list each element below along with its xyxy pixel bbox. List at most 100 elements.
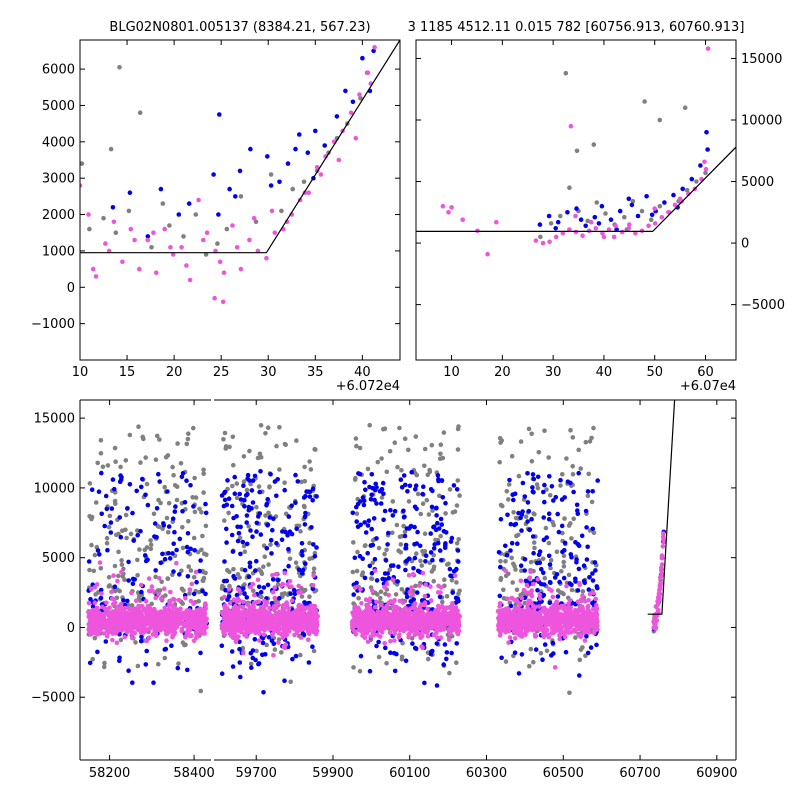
bottom-pink-point	[254, 599, 259, 605]
bottom-blue-point	[498, 564, 503, 570]
bottom-blue-point	[269, 551, 274, 556]
bottom-blue-point	[568, 552, 574, 557]
bottom-pink-point	[270, 589, 276, 595]
top-left-pink-point	[179, 245, 184, 250]
bottom-blue-point	[546, 516, 552, 522]
bottom-gray-point	[311, 566, 317, 571]
bottom-pink-point	[234, 636, 240, 642]
bottom-pink-point	[271, 604, 277, 609]
bottom-gray-point	[390, 530, 395, 536]
top-left-xtick-label: 25	[213, 365, 230, 380]
top-right-gray-point	[585, 218, 590, 224]
bottom-blue-point	[409, 469, 415, 475]
bottom-gray-point	[357, 668, 363, 674]
top-left-pink-point	[153, 270, 159, 276]
top-right-pink-point	[449, 205, 454, 210]
bottom-blue-point	[96, 489, 102, 495]
bottom-blue-point	[374, 578, 380, 583]
bottom-gray-point	[156, 661, 161, 667]
bottom-blue-point	[455, 548, 461, 553]
bottom-pink-point	[593, 596, 598, 602]
top-right-pink-point	[460, 217, 466, 222]
bottom-pink-point	[168, 608, 174, 613]
bottom-pink-point	[455, 608, 461, 614]
bottom-gray-point	[307, 594, 312, 599]
bottom-blue-point	[503, 543, 508, 549]
bottom-blue-point	[253, 558, 259, 564]
bottom-blue-point	[362, 520, 368, 525]
bottom-pink-point	[114, 640, 120, 646]
bottom-gray-point	[199, 547, 204, 553]
bottom-pink-point	[150, 614, 156, 620]
bottom-blue-point	[265, 497, 271, 502]
top-left-blue-point	[237, 168, 243, 174]
bottom-pink-point	[519, 595, 524, 601]
bottom-blue-point	[244, 513, 250, 518]
bottom-blue-point	[575, 508, 580, 513]
bottom-gray-point	[141, 436, 146, 442]
bottom-pink-point	[132, 630, 137, 636]
bottom-pink-point	[438, 590, 443, 595]
bottom-gray-point	[538, 650, 544, 656]
bottom-gray-point	[514, 587, 520, 593]
bottom-pink-point	[138, 628, 143, 633]
bottom-blue-point	[511, 497, 516, 503]
bottom-pink-point	[275, 622, 281, 627]
top-right-pink-point	[573, 213, 578, 219]
bottom-blue-point	[590, 489, 595, 494]
bottom-blue-point	[175, 665, 181, 671]
bottom-pink-point	[428, 584, 433, 589]
bottom-blue-point	[423, 553, 429, 558]
bottom-blue-point	[294, 526, 300, 532]
top-left-xtick-label: 40	[354, 365, 371, 380]
bottom-pink-point	[257, 638, 262, 643]
bottom-blue-point	[182, 500, 188, 505]
bottom-gray-point	[375, 592, 380, 597]
bottom-gray-point	[543, 525, 549, 531]
bottom-pink-point	[417, 626, 423, 631]
bottom-blue-point	[177, 572, 182, 577]
bottom-gray-point	[172, 483, 178, 488]
bottom-blue-point	[518, 563, 524, 568]
bottom-gray-point	[569, 587, 575, 593]
bottom-gray-point	[163, 593, 168, 598]
bottom-pink-point	[390, 577, 396, 583]
bottom-blue-point	[130, 680, 135, 685]
bottom-blue-point	[571, 489, 576, 495]
bottom-pink-point	[384, 617, 390, 623]
bottom-gray-point	[561, 553, 567, 559]
bottom-blue-point	[354, 504, 359, 510]
bottom-pink-point	[417, 583, 422, 588]
top-right-blue-point	[649, 212, 655, 218]
bottom-blue-point	[515, 541, 520, 546]
bottom-pink-point	[252, 592, 257, 598]
bottom-blue-point	[410, 641, 415, 646]
bottom-blue-point	[541, 537, 547, 543]
bottom-gray-point	[191, 574, 197, 580]
bottom-pink-point	[413, 610, 418, 615]
bottom-blue-point	[140, 476, 145, 482]
bottom-pink-point	[352, 585, 358, 590]
top-right-ytick-label: 5000	[741, 175, 774, 190]
bottom-blue-point	[260, 652, 265, 658]
bottom-blue-point	[367, 563, 373, 569]
bottom-gray-point	[262, 554, 268, 559]
bottom-blue-point	[525, 519, 530, 524]
bottom-blue-point	[130, 576, 136, 582]
top-left-gray-point	[268, 172, 274, 177]
top-left-gray-point	[238, 194, 244, 199]
bottom-blue-point	[286, 514, 292, 519]
bottom-pink-point	[231, 606, 236, 611]
bottom-gray-point	[546, 455, 551, 460]
bottom-blue-point	[203, 591, 208, 597]
top-left-pink-point	[90, 266, 96, 272]
top-left-pink-point	[255, 248, 261, 254]
top-left-blue-point	[217, 112, 222, 117]
bottom-blue-point	[437, 594, 443, 600]
bottom-blue-point	[396, 564, 401, 569]
bottom-blue-point	[496, 550, 502, 555]
top-left-gray-point	[117, 65, 122, 70]
bottom-gray-point	[542, 575, 548, 581]
top-right-xtick-label: 30	[545, 365, 562, 380]
bottom-blue-point	[271, 641, 277, 646]
